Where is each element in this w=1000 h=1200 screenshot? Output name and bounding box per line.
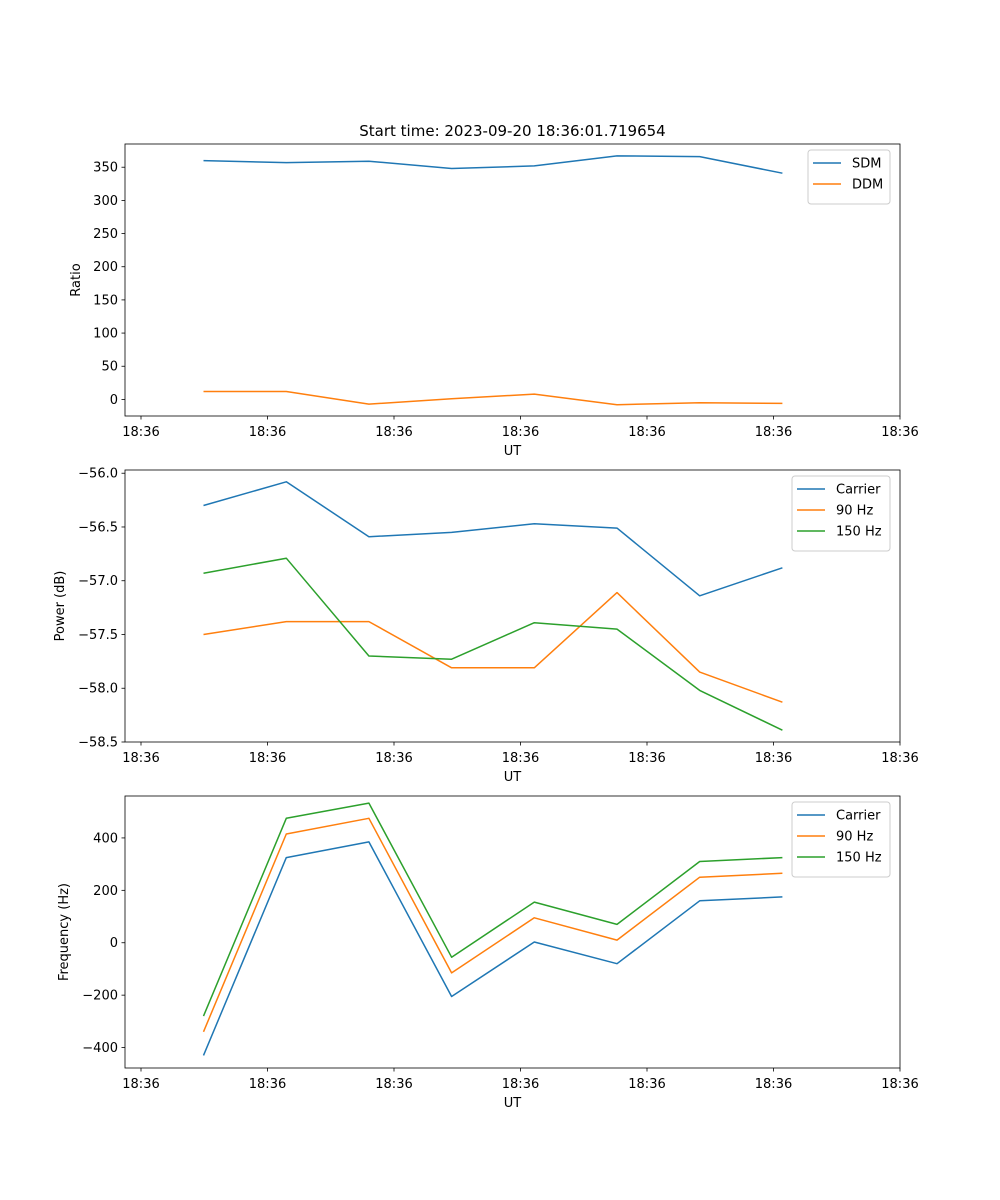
legend-label: 150 Hz xyxy=(836,851,882,866)
y-tick-label: −57.0 xyxy=(78,574,118,589)
legend-label: Carrier xyxy=(836,483,881,498)
x-tick-label: 18:36 xyxy=(502,751,539,766)
series-line-carrier xyxy=(203,481,783,597)
series-line-150-hz xyxy=(202,802,783,1017)
series-line-ddm xyxy=(203,390,783,406)
legend-box xyxy=(791,801,891,878)
x-tick-label: 18:36 xyxy=(122,751,159,766)
x-tick-label: 18:36 xyxy=(881,751,918,766)
x-tick-label: 18:36 xyxy=(628,751,665,766)
x-tick-label: 18:36 xyxy=(502,1077,539,1092)
x-tick-label: 18:36 xyxy=(502,425,539,440)
y-tick-label: −56.5 xyxy=(78,520,118,535)
x-tick-label: 18:36 xyxy=(881,425,918,440)
legend-label: Carrier xyxy=(836,809,881,824)
series-line-carrier xyxy=(202,841,783,1056)
series-line-90-hz xyxy=(202,817,783,1033)
y-axis-label: Power (dB) xyxy=(53,571,68,642)
series-line-150-hz xyxy=(203,557,783,731)
legend: SDM DDM xyxy=(807,149,891,205)
x-tick-label: 18:36 xyxy=(122,1077,159,1092)
x-tick-label: 18:36 xyxy=(628,425,665,440)
x-tick-label: 18:36 xyxy=(375,751,412,766)
x-tick-label: 18:36 xyxy=(122,425,159,440)
legend-box xyxy=(791,475,891,552)
x-tick-label: 18:36 xyxy=(755,751,792,766)
y-tick-label: 0 xyxy=(110,936,118,951)
axes-frame xyxy=(124,469,901,743)
x-axis-label: UT xyxy=(504,770,522,785)
plot-2: −58.5 −58.0 −57.5 −57.0 −56.5 −56.0 18:36 18:36… xyxy=(53,467,919,785)
y-tick-label: −57.5 xyxy=(78,628,118,643)
x-tick-label: 18:36 xyxy=(755,1077,792,1092)
series-line-sdm xyxy=(203,155,783,174)
y-axis-label: Frequency (Hz) xyxy=(57,883,72,981)
legend: Carrier 90 Hz 150 Hz xyxy=(791,801,891,878)
y-tick-label: −58.0 xyxy=(78,682,118,697)
legend-label: SDM xyxy=(852,157,881,172)
x-tick-label: 18:36 xyxy=(755,425,792,440)
x-axis-label: UT xyxy=(504,444,522,459)
x-tick-label: 18:36 xyxy=(375,425,412,440)
y-tick-label: 350 xyxy=(93,161,118,176)
plots: 0 50 100 150 200 250 300 350 18:36 18:36 18:36 18:3… xyxy=(53,143,919,1111)
y-tick-label: 50 xyxy=(101,360,118,375)
plot-1: 0 50 100 150 200 250 300 350 18:36 18:36 18:36 18:3… xyxy=(69,143,919,459)
x-tick-label: 18:36 xyxy=(249,751,286,766)
figure-title: Start time: 2023-09-20 18:36:01.719654 xyxy=(359,122,665,140)
y-axis-label: Ratio xyxy=(69,263,84,296)
y-tick-label: 400 xyxy=(93,831,118,846)
axes-frame xyxy=(124,143,901,417)
y-tick-label: 300 xyxy=(93,194,118,209)
x-tick-label: 18:36 xyxy=(375,1077,412,1092)
y-tick-label: 200 xyxy=(93,260,118,275)
legend-label: DDM xyxy=(852,178,883,193)
legend-label: 150 Hz xyxy=(836,525,882,540)
legend-label: 90 Hz xyxy=(836,830,873,845)
y-tick-label: −58.5 xyxy=(78,736,118,751)
x-axis-label: UT xyxy=(504,1096,522,1111)
series-line-90-hz xyxy=(203,591,783,703)
y-tick-label: 250 xyxy=(93,227,118,242)
y-tick-label: −200 xyxy=(82,989,118,1004)
x-tick-label: 18:36 xyxy=(628,1077,665,1092)
y-tick-label: 0 xyxy=(110,393,118,408)
axes-frame xyxy=(124,795,901,1069)
x-tick-label: 18:36 xyxy=(249,425,286,440)
legend: Carrier 90 Hz 150 Hz xyxy=(791,475,891,552)
x-tick-label: 18:36 xyxy=(881,1077,918,1092)
y-tick-label: 150 xyxy=(93,293,118,308)
y-tick-label: 100 xyxy=(93,327,118,342)
y-tick-label: −400 xyxy=(82,1041,118,1056)
plot-3: −400 −200 0 200 400 18:36 18:36 18:36 18:36 18:36… xyxy=(57,795,919,1111)
legend-label: 90 Hz xyxy=(836,504,873,519)
x-tick-label: 18:36 xyxy=(249,1077,286,1092)
y-tick-label: 200 xyxy=(93,884,118,899)
y-tick-label: −56.0 xyxy=(78,467,118,482)
